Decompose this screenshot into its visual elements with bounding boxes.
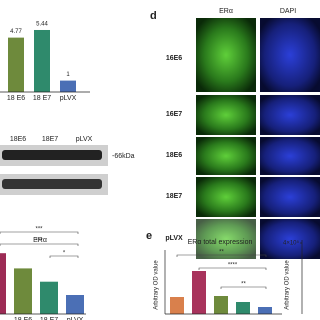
panel-label: e: [146, 230, 152, 242]
significance-label: **: [219, 250, 224, 256]
value-label: 5.44: [36, 22, 48, 28]
micrograph: [196, 137, 256, 175]
bar: [34, 29, 50, 92]
significance-label: **: [241, 282, 246, 288]
bar: [236, 302, 250, 314]
row-label: 18E6: [166, 152, 182, 159]
blot-band: [2, 179, 102, 189]
micrograph: [260, 219, 320, 259]
lane-label: 18E6: [10, 136, 26, 143]
significance-bracket: [176, 254, 267, 257]
chart-title: ERα total expression: [188, 239, 253, 246]
column-header: ERα: [219, 8, 233, 15]
lane-label: pLVX: [76, 136, 93, 143]
x-tick-label: 18 E7: [40, 317, 58, 320]
bar: [258, 307, 272, 314]
row-label: 16E6: [166, 55, 182, 62]
significance-label: ****: [228, 263, 238, 269]
bar: [40, 281, 58, 314]
lane-label: 18E7: [42, 136, 58, 143]
significance-bracket: [0, 231, 79, 234]
significance-bracket: [220, 286, 267, 289]
y-axis-label: Arbitrary OD value: [154, 260, 160, 310]
bar: [14, 268, 32, 314]
value-label: 1: [66, 72, 70, 78]
x-tick-label: 18 E6: [14, 317, 32, 320]
row-label: pLVX: [165, 235, 183, 242]
bar: [192, 271, 206, 314]
column-header: DAPI: [280, 8, 296, 15]
x-tick-label: pLVX: [60, 95, 77, 102]
y-axis-label: Arbitrary OD value: [285, 260, 291, 310]
bar: [8, 37, 24, 92]
micrograph: [196, 95, 256, 135]
marker-label: -66kDa: [112, 153, 135, 160]
micrographs: [196, 18, 320, 259]
micrograph: [196, 177, 256, 217]
bar: [60, 80, 76, 92]
row-label: 18E7: [166, 193, 182, 200]
blot-band: [2, 150, 102, 160]
micrograph: [260, 137, 320, 175]
micrograph: [260, 95, 320, 135]
significance-bracket: [198, 267, 267, 270]
x-tick-label: 18 E7: [33, 95, 51, 102]
x-tick-label: 18 E6: [7, 95, 25, 102]
bar: [66, 295, 84, 314]
panel-label: d: [150, 10, 157, 22]
micrograph: [196, 18, 256, 92]
significance-label: ***: [35, 227, 43, 233]
row-label: 16E7: [166, 111, 182, 118]
significance-label: *: [63, 251, 66, 257]
significance-bracket: [49, 255, 79, 258]
bar: [170, 297, 184, 314]
chart-title: ERα: [33, 237, 47, 244]
y-tick-label: 4×10⁵: [283, 240, 300, 247]
micrograph: [260, 18, 320, 92]
significance-label: ***: [35, 239, 43, 245]
bar: [0, 253, 6, 314]
micrograph: [260, 177, 320, 217]
x-tick-label: pLVX: [67, 317, 84, 320]
value-label: 4.77: [10, 29, 22, 35]
bar: [214, 296, 228, 314]
significance-bracket: [0, 243, 79, 246]
micrograph: [196, 219, 256, 259]
